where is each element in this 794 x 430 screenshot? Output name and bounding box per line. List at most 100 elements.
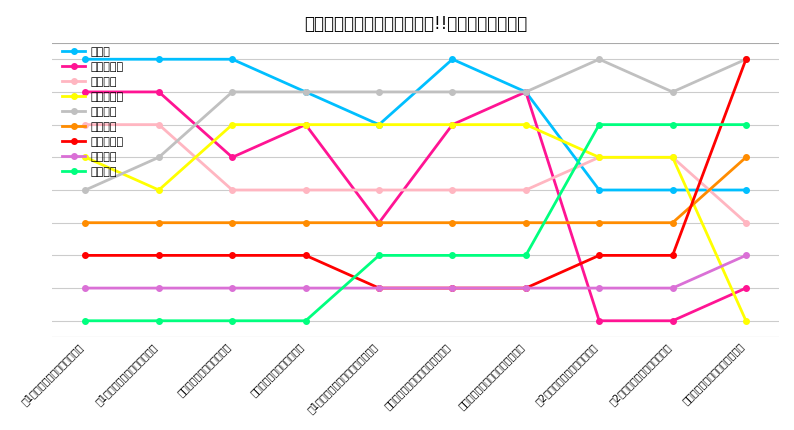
小原鷤莉 <box>668 286 677 291</box>
桜内梨子 <box>521 187 530 193</box>
渡辺曜 <box>595 187 604 193</box>
小原鷤莉 <box>595 286 604 291</box>
国木田花丸 <box>521 122 530 127</box>
Line: 高海千歌: 高海千歌 <box>83 154 749 225</box>
桜内梨子 <box>448 187 457 193</box>
津島善子 <box>374 89 384 95</box>
黒沢ダイヤ <box>742 57 751 62</box>
黒沢ルビィ <box>81 89 91 95</box>
高海千歌 <box>154 220 164 225</box>
松浦果南 <box>742 122 751 127</box>
高海千歌 <box>668 220 677 225</box>
渡辺曜 <box>227 57 237 62</box>
松浦果南 <box>227 318 237 323</box>
松浦果南 <box>154 318 164 323</box>
黒沢ルビィ <box>521 89 530 95</box>
桜内梨子 <box>301 187 310 193</box>
Line: 渡辺曜: 渡辺曜 <box>83 56 749 193</box>
国木田花丸 <box>668 155 677 160</box>
Line: 津島善子: 津島善子 <box>83 56 749 193</box>
小原鷤莉 <box>521 286 530 291</box>
黒沢ダイヤ <box>448 286 457 291</box>
国木田花丸 <box>742 318 751 323</box>
高海千歌 <box>374 220 384 225</box>
国木田花丸 <box>227 122 237 127</box>
渡辺曜 <box>154 57 164 62</box>
小原鷤莉 <box>448 286 457 291</box>
津島善子 <box>81 187 91 193</box>
高海千歌 <box>448 220 457 225</box>
黒沢ダイヤ <box>374 286 384 291</box>
津島善子 <box>742 57 751 62</box>
小原鷤莉 <box>301 286 310 291</box>
松浦果南 <box>668 122 677 127</box>
高海千歌 <box>227 220 237 225</box>
松浦果南 <box>448 253 457 258</box>
渡辺曜 <box>81 57 91 62</box>
黒沢ダイヤ <box>595 253 604 258</box>
松浦果南 <box>521 253 530 258</box>
渡辺曜 <box>668 187 677 193</box>
高海千歌 <box>595 220 604 225</box>
Line: 黒沢ルビィ: 黒沢ルビィ <box>83 89 749 323</box>
小原鷤莉 <box>81 286 91 291</box>
Line: 黒沢ダイヤ: 黒沢ダイヤ <box>83 56 749 291</box>
桜内梨子 <box>742 220 751 225</box>
国木田花丸 <box>595 155 604 160</box>
国木田花丸 <box>81 155 91 160</box>
国木田花丸 <box>374 122 384 127</box>
黒沢ルビィ <box>227 155 237 160</box>
黒沢ルビィ <box>448 122 457 127</box>
黒沢ダイヤ <box>154 253 164 258</box>
黒沢ダイヤ <box>521 286 530 291</box>
桜内梨子 <box>227 187 237 193</box>
Line: 松浦果南: 松浦果南 <box>83 122 749 323</box>
松浦果南 <box>81 318 91 323</box>
小原鷤莉 <box>374 286 384 291</box>
Line: 桜内梨子: 桜内梨子 <box>83 122 749 225</box>
桜内梨子 <box>154 122 164 127</box>
Line: 小原鷤莉: 小原鷤莉 <box>83 252 749 291</box>
Title: 『ラブライブ！サンシャイン!!』投票順位の推移: 『ラブライブ！サンシャイン!!』投票順位の推移 <box>304 15 527 33</box>
桜内梨子 <box>374 187 384 193</box>
高海千歌 <box>301 220 310 225</box>
高海千歌 <box>742 155 751 160</box>
国木田花丸 <box>154 187 164 193</box>
国木田花丸 <box>301 122 310 127</box>
黒沢ルビィ <box>154 89 164 95</box>
桜内梨子 <box>81 122 91 127</box>
津島善子 <box>595 57 604 62</box>
津島善子 <box>301 89 310 95</box>
高海千歌 <box>81 220 91 225</box>
津島善子 <box>227 89 237 95</box>
津島善子 <box>154 155 164 160</box>
小原鷤莉 <box>742 253 751 258</box>
津島善子 <box>668 89 677 95</box>
津島善子 <box>521 89 530 95</box>
国木田花丸 <box>448 122 457 127</box>
Line: 国木田花丸: 国木田花丸 <box>83 122 749 323</box>
桜内梨子 <box>595 155 604 160</box>
渡辺曜 <box>301 89 310 95</box>
黒沢ダイヤ <box>81 253 91 258</box>
松浦果南 <box>374 253 384 258</box>
桜内梨子 <box>668 155 677 160</box>
黒沢ダイヤ <box>227 253 237 258</box>
Legend: 渡辺曜, 黒沢ルビィ, 桜内梨子, 国木田花丸, 津島善子, 高海千歌, 黒沢ダイヤ, 小原鷤莉, 松浦果南: 渡辺曜, 黒沢ルビィ, 桜内梨子, 国木田花丸, 津島善子, 高海千歌, 黒沢ダ… <box>58 43 128 181</box>
渡辺曜 <box>521 89 530 95</box>
渡辺曜 <box>374 122 384 127</box>
黒沢ルビィ <box>742 286 751 291</box>
津島善子 <box>448 89 457 95</box>
黒沢ルビィ <box>668 318 677 323</box>
小原鷤莉 <box>154 286 164 291</box>
渡辺曜 <box>742 187 751 193</box>
渡辺曜 <box>448 57 457 62</box>
黒沢ダイヤ <box>301 253 310 258</box>
松浦果南 <box>301 318 310 323</box>
黒沢ルビィ <box>595 318 604 323</box>
黒沢ルビィ <box>301 122 310 127</box>
黒沢ルビィ <box>374 220 384 225</box>
松浦果南 <box>595 122 604 127</box>
黒沢ダイヤ <box>668 253 677 258</box>
小原鷤莉 <box>227 286 237 291</box>
